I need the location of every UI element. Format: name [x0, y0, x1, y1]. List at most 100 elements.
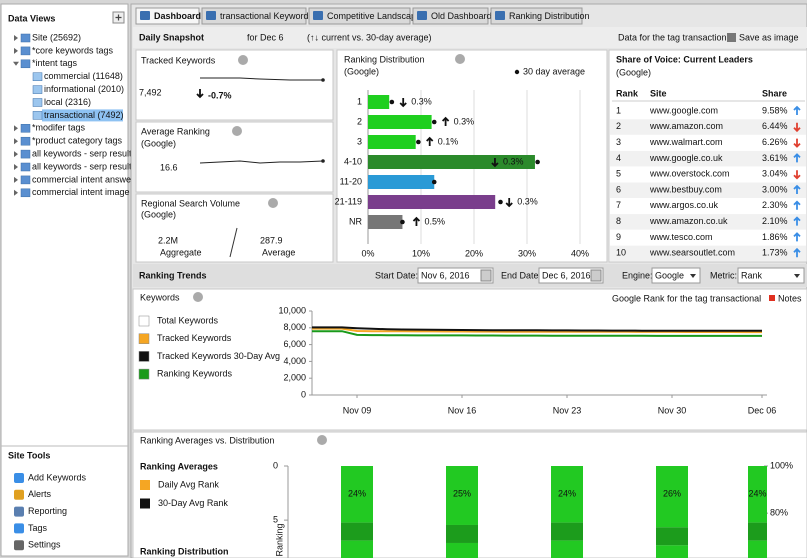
- date-input[interactable]: [538, 267, 604, 284]
- tab[interactable]: [490, 7, 583, 25]
- table-header: Site: [650, 88, 667, 98]
- tree-item[interactable]: *product category tags: [32, 136, 123, 146]
- y-tick-label: 10,000: [278, 305, 306, 315]
- sparkline: [200, 77, 323, 81]
- tree-item[interactable]: all keywords - serp result =: [32, 161, 139, 171]
- table-cell: 2.10%: [762, 216, 788, 226]
- distribution-segment: [748, 466, 767, 523]
- card-subtitle: (Google): [616, 67, 651, 77]
- table-cell: 7: [616, 200, 621, 210]
- tab[interactable]: [201, 7, 307, 25]
- tool-link[interactable]: Tags: [28, 523, 48, 533]
- distribution-fill: [446, 542, 478, 558]
- aggregate-label: Aggregate: [160, 247, 202, 257]
- avg-rank-value: 16.6: [160, 162, 178, 172]
- y-tick-label: 4-10: [344, 156, 362, 166]
- tree-item[interactable]: *core keywords tags: [32, 45, 114, 55]
- select[interactable]: [651, 267, 701, 284]
- y-tick-label: 8,000: [283, 322, 306, 332]
- tree-item[interactable]: all keywords - serp result =: [32, 148, 139, 158]
- tree-item[interactable]: informational (2010): [44, 84, 124, 94]
- tree-icon: [20, 175, 31, 185]
- series-line: [312, 326, 762, 332]
- tree-item[interactable]: Site (25692): [32, 32, 81, 42]
- series-line: [312, 330, 762, 337]
- trend-arrow: [793, 105, 801, 115]
- x-tick-label: 10%: [412, 248, 430, 258]
- tool-link[interactable]: Reporting: [28, 506, 67, 516]
- trend-arrow: [196, 89, 204, 99]
- card-title: Ranking Distribution: [344, 54, 425, 64]
- table-cell: www.walmart.com: [649, 137, 723, 147]
- trend-arrow: [412, 216, 421, 226]
- distribution-fill: [656, 527, 688, 546]
- tree-item[interactable]: commercial (11648): [44, 71, 123, 81]
- table-cell: 2.30%: [762, 200, 788, 210]
- chart-title: Ranking Averages vs. Distribution: [140, 435, 274, 445]
- tab[interactable]: [308, 7, 411, 25]
- row-stripe: [610, 245, 806, 262]
- trend-arrow: [426, 136, 434, 146]
- tree-icon: [20, 46, 31, 56]
- trend-arrow: [793, 232, 801, 242]
- table-cell: 4: [616, 153, 621, 163]
- tree-item[interactable]: commercial intent image res: [32, 187, 145, 197]
- tree-icon: [32, 98, 43, 107]
- sparkline-dot: [321, 78, 325, 82]
- card-title: Tracked Keywords: [141, 55, 216, 65]
- trend-arrow: [793, 122, 801, 133]
- select[interactable]: [737, 267, 805, 284]
- tree-icon: [32, 85, 43, 94]
- y2-tick-label: 100%: [770, 460, 793, 470]
- volume-card: [135, 193, 334, 263]
- x-tick-label: 30%: [518, 248, 536, 258]
- tab[interactable]: [412, 7, 489, 25]
- table-cell: 3.04%: [762, 169, 788, 179]
- table-cell: www.google.com: [649, 105, 718, 115]
- keywords-panel: [132, 288, 807, 431]
- legend-label: 30 day average: [523, 66, 585, 76]
- tool-link[interactable]: Settings: [28, 540, 61, 550]
- tool-icon: [14, 489, 24, 500]
- table-header: Share: [762, 88, 787, 98]
- change-label: 0.3%: [454, 116, 475, 126]
- snapshot-date: for Dec 6: [247, 32, 284, 42]
- legend-label: Daily Avg Rank: [158, 479, 219, 489]
- tool-link[interactable]: Add Keywords: [28, 472, 87, 482]
- tool-link[interactable]: Alerts: [28, 489, 52, 499]
- sparkline: [199, 160, 324, 164]
- table-cell: 1: [616, 105, 621, 115]
- change-label: 0.3%: [411, 96, 432, 106]
- save-button[interactable]: Save as image: [739, 32, 799, 42]
- distribution-segment: [656, 466, 688, 528]
- expander: [13, 61, 19, 66]
- tree-item[interactable]: commercial intent answers: [32, 174, 139, 184]
- snapshot-title: Daily Snapshot: [139, 32, 204, 42]
- table-cell: 8: [616, 216, 621, 226]
- tree-item[interactable]: local (2316): [44, 97, 91, 107]
- tab[interactable]: [135, 7, 200, 25]
- trends-title: Ranking Trends: [139, 270, 207, 280]
- tree-icon: [20, 149, 31, 159]
- table-cell: 3.00%: [762, 184, 788, 194]
- bar: [368, 115, 432, 129]
- distribution-fill: [748, 540, 767, 558]
- y-tick-label: 2: [357, 116, 362, 126]
- expander: [14, 35, 18, 41]
- trend-arrow: [441, 116, 450, 126]
- x-tick-label: Nov 16: [448, 405, 477, 415]
- date-input[interactable]: [417, 267, 494, 284]
- tab-label: Ranking Distribution: [509, 11, 590, 21]
- chart-title: Keywords: [140, 292, 180, 302]
- notes-button[interactable]: Notes: [778, 293, 802, 303]
- tree-item[interactable]: transactional (7492): [44, 110, 124, 120]
- selected-row: [42, 109, 123, 122]
- tree-item[interactable]: *modifer tags: [32, 123, 86, 133]
- notes-icon: [769, 295, 775, 301]
- tree-item[interactable]: *intent tags: [32, 58, 78, 68]
- table-cell: www.searsoutlet.com: [649, 248, 735, 258]
- expander: [14, 125, 18, 132]
- distribution-fill: [551, 540, 583, 558]
- series-line: [312, 327, 762, 334]
- table-cell: 6: [616, 184, 621, 194]
